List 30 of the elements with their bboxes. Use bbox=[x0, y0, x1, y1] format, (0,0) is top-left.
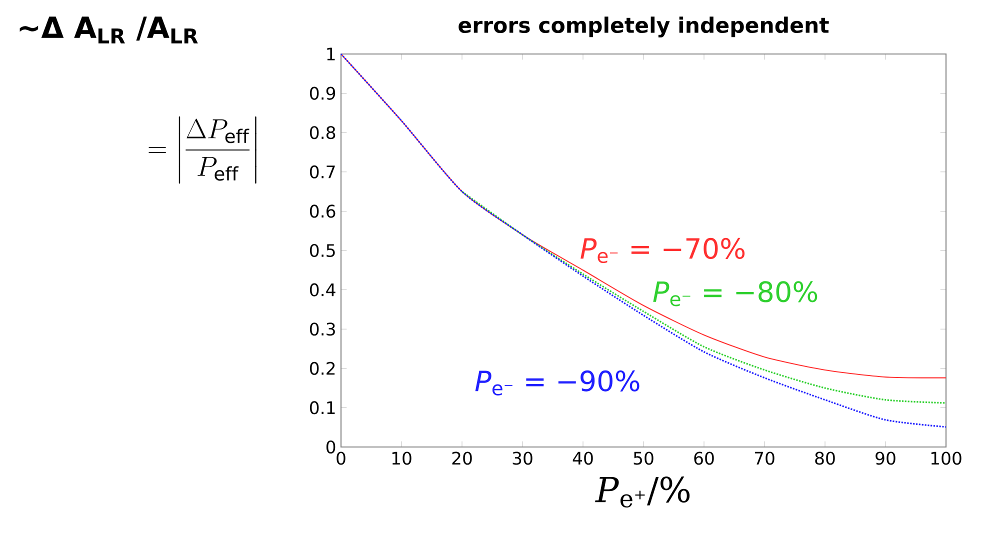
x-tick-label: 70 bbox=[754, 452, 774, 465]
y-tick-label: 0.2 bbox=[310, 362, 335, 375]
y-tick-label: 0.6 bbox=[310, 204, 336, 218]
x-tick-label: 20 bbox=[452, 452, 472, 465]
x-tick-label: 30 bbox=[512, 452, 532, 465]
line-series bbox=[461, 190, 947, 404]
chart-title: errors completely independent bbox=[458, 16, 829, 38]
series-label: P$_{e⁻}$ = −90% bbox=[475, 370, 640, 396]
series-label: P$_{e⁻}$ = −80% bbox=[653, 281, 818, 306]
x-tick-label: 40 bbox=[572, 452, 593, 465]
x-axis-title: P$_{e⁺}$/% bbox=[595, 476, 690, 508]
y-tick-label: 1 bbox=[327, 48, 335, 60]
y-tick-label: 0.3 bbox=[310, 322, 335, 336]
y-tick-label: 0.9 bbox=[310, 86, 336, 100]
text: $= \left|\frac{\Delta P_{\mathrm{eff}}}{P_{\mathrm{eff}}}\right|$ bbox=[148, 116, 256, 184]
y-tick-label: 0.8 bbox=[310, 126, 336, 140]
x-tick-label: 80 bbox=[815, 452, 835, 465]
y-tick-label: 0.5 bbox=[310, 244, 335, 258]
x-tick-label: 50 bbox=[634, 452, 654, 465]
series-label: P$_{e⁻}$ = −70% bbox=[580, 238, 745, 264]
y-tick-label: 0.7 bbox=[310, 165, 335, 178]
x-tick-label: 10 bbox=[392, 452, 412, 465]
y-tick-label: 0.4 bbox=[310, 283, 336, 296]
y-axis-title: ~Δ A$_{LR}$ /A$_{LR}$ bbox=[20, 16, 198, 44]
x-tick-label: 60 bbox=[694, 452, 714, 465]
x-tick-label: 0 bbox=[336, 452, 346, 465]
x-tick-label: 90 bbox=[876, 452, 896, 465]
y-tick-label: 0.1 bbox=[310, 401, 335, 414]
y-tick-label: 0 bbox=[326, 440, 336, 454]
x-tick-label: 100 bbox=[931, 452, 962, 465]
